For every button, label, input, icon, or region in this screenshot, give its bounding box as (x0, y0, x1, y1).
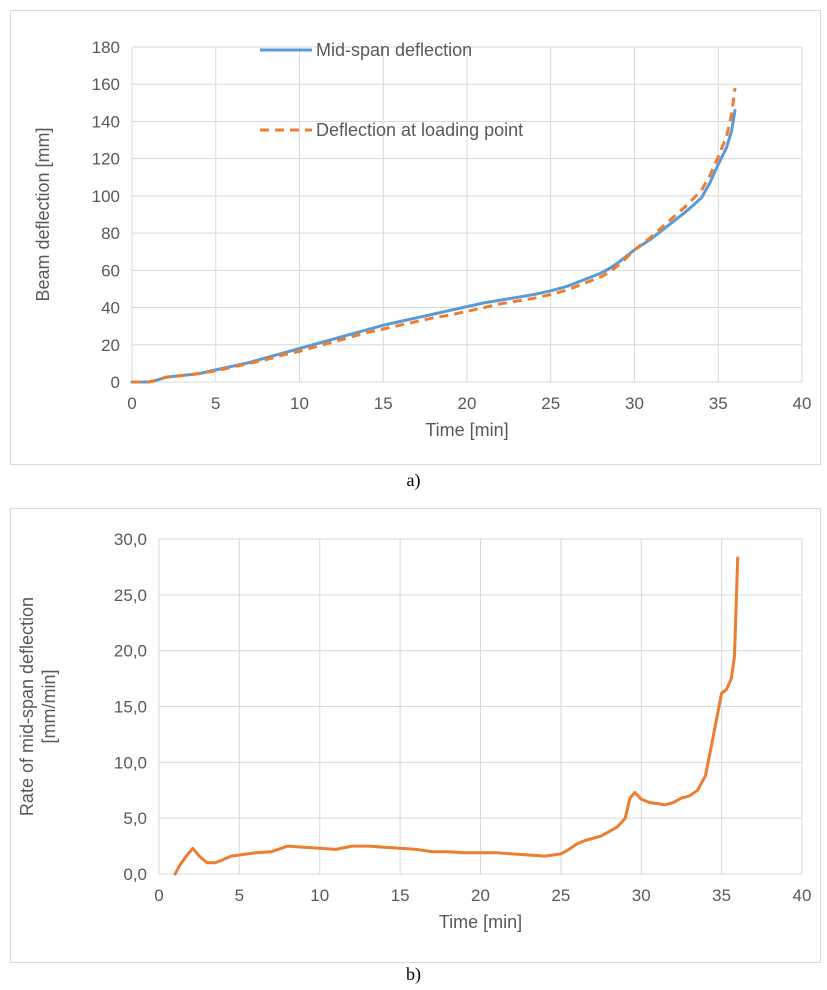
chart-b-svg: 0 5 10 15 20 25 30 35 40 0,0 5,0 10,0 15,0 20,0 25,0 30… (17, 530, 812, 932)
charta-legend-label-1: Deflection at loading point (316, 120, 523, 140)
chartb-ytick-label: 25,0 (114, 586, 147, 605)
chartb-xtick-label: 40 (793, 886, 812, 905)
chartb-ytick-label: 20,0 (114, 642, 147, 661)
charta-ytick-label: 140 (92, 112, 120, 131)
charta-ytick-label: 80 (101, 224, 120, 243)
chartb-xtick-label: 25 (551, 886, 570, 905)
charta-xtick-label: 5 (211, 394, 220, 413)
chart-a-panel: 0 5 10 15 20 25 30 35 40 0 20 40 60 80 100 120 140 160 180… (10, 10, 821, 465)
chart-b-panel: 0 5 10 15 20 25 30 35 40 0,0 5,0 10,0 15,0 20,0 25,0 30… (10, 508, 821, 963)
charta-xtick-label: 30 (625, 394, 644, 413)
charta-xtick-label: 25 (541, 394, 560, 413)
chartb-ytick-label: 15,0 (114, 698, 147, 717)
chartb-ytick-label: 30,0 (114, 530, 147, 549)
charta-ytick-label: 0 (111, 373, 120, 392)
caption-b: b) (406, 964, 421, 984)
charta-ytick-label: 120 (92, 150, 120, 169)
chartb-xtick-label: 20 (471, 886, 490, 905)
chartb-xtick-label: 10 (310, 886, 329, 905)
chartb-rate-line (173, 556, 740, 876)
charta-xtick-label: 40 (793, 394, 812, 413)
charta-xtick-label: 35 (709, 394, 728, 413)
charta-legend-label-0: Mid-span deflection (316, 40, 472, 60)
chartb-xtick-label: 35 (712, 886, 731, 905)
charta-ytick-label: 40 (101, 299, 120, 318)
charta-xtick-label: 10 (290, 394, 309, 413)
caption-a: a) (406, 470, 421, 490)
charta-ytick-label: 180 (92, 38, 120, 57)
charta-mid-span-deflection-line (130, 108, 737, 384)
chartb-xtick-label: 30 (632, 886, 651, 905)
chartb-ytick-label: 0,0 (123, 865, 147, 884)
chartb-x-axis-title: Time [min] (439, 912, 522, 932)
chartb-ytick-label: 5,0 (123, 809, 147, 828)
charta-y-axis-title: Beam deflection [mm] (33, 127, 53, 301)
chart-a-svg: 0 5 10 15 20 25 30 35 40 0 20 40 60 80 100 120 140 160 180… (33, 38, 812, 440)
chartb-xtick-label: 0 (154, 886, 163, 905)
charta-ytick-label: 20 (101, 336, 120, 355)
charta-xtick-label: 0 (127, 394, 136, 413)
charta-xtick-label: 20 (458, 394, 477, 413)
charta-xtick-label: 15 (374, 394, 393, 413)
charta-x-axis-title: Time [min] (425, 420, 508, 440)
charta-ytick-label: 160 (92, 75, 120, 94)
chartb-xtick-label: 15 (391, 886, 410, 905)
chartb-xtick-label: 5 (235, 886, 244, 905)
chartb-y-axis-title: Rate of mid-span deflection (17, 597, 37, 816)
chartb-y-axis-title: [mm/min] (39, 670, 59, 744)
chartb-ytick-label: 10,0 (114, 753, 147, 772)
charta-ytick-label: 60 (101, 261, 120, 280)
charta-ytick-label: 100 (92, 187, 120, 206)
